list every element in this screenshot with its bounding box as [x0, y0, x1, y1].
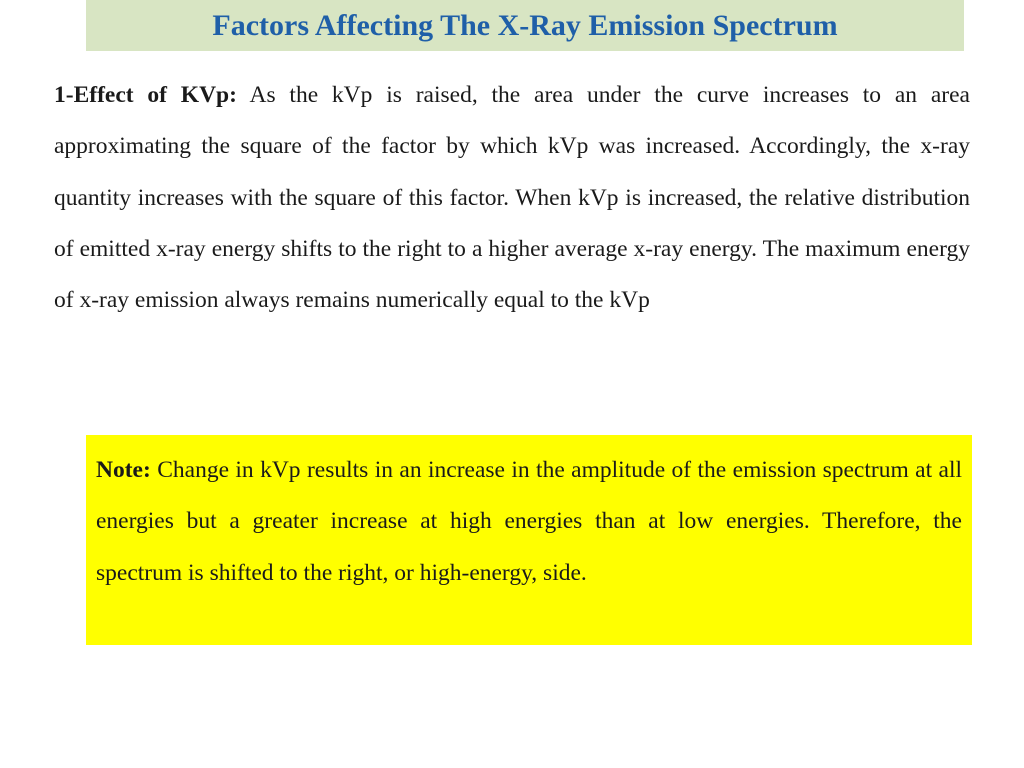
slide-title: Factors Affecting The X-Ray Emission Spe…	[212, 8, 838, 42]
note-body: Change in kVp results in an increase in …	[96, 457, 962, 586]
note-heading: Note:	[96, 457, 151, 483]
kvp-effect-paragraph: 1-Effect of KVp: As the kVp is raised, t…	[54, 70, 970, 326]
kvp-effect-body: As the kVp is raised, the area under the…	[54, 82, 970, 314]
slide-title-bar: Factors Affecting The X-Ray Emission Spe…	[86, 0, 964, 51]
kvp-effect-heading: 1-Effect of KVp:	[54, 82, 237, 108]
note-paragraph: Note: Change in kVp results in an increa…	[96, 445, 962, 599]
note-box: Note: Change in kVp results in an increa…	[86, 435, 972, 645]
